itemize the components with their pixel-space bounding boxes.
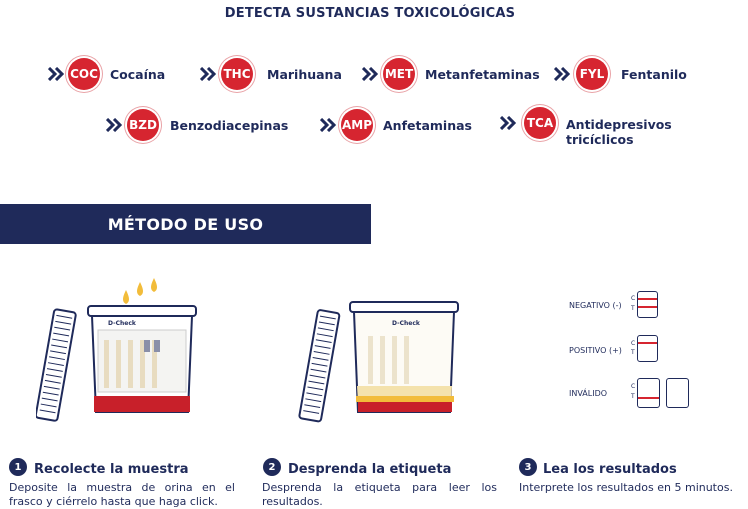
- chevron: [106, 118, 122, 132]
- result-strip: [637, 291, 658, 318]
- substance-code: BZD: [127, 109, 159, 141]
- substance-code: FYL: [576, 58, 608, 90]
- step-description: Deposite la muestra de orina en el frasc…: [9, 481, 235, 508]
- result-label: INVÁLIDO: [569, 389, 608, 398]
- step-title: Recolecte la muestra: [34, 462, 189, 477]
- test-letter: T: [631, 349, 635, 356]
- result-label: POSITIVO (+): [569, 346, 622, 355]
- substance-name: Cocaína: [110, 67, 166, 82]
- result-label: NEGATIVO (-): [569, 301, 622, 310]
- step-title: Desprenda la etiqueta: [288, 462, 452, 477]
- section-banner: MÉTODO DE USO: [0, 204, 371, 244]
- test-letter: T: [631, 393, 635, 400]
- control-letter: C: [631, 340, 636, 347]
- cup-brand: D-Check: [392, 320, 420, 327]
- substance-code: TCA: [524, 107, 556, 139]
- title: DETECTA SUSTANCIAS TOXICOLÓGICAS: [224, 6, 516, 21]
- substance-code: THC: [221, 58, 253, 90]
- result-strip: [666, 378, 689, 408]
- step-title: Lea los resultados: [543, 462, 677, 477]
- step-number: 3: [519, 458, 537, 476]
- step-number: 1: [9, 458, 27, 476]
- cup-brand: D-Check: [108, 320, 136, 327]
- control-letter: C: [631, 383, 636, 390]
- chevron: [500, 116, 516, 130]
- result-strip: [637, 335, 658, 362]
- control-letter: C: [631, 295, 636, 302]
- step-description: Desprenda la etiqueta para leer los resu…: [262, 481, 497, 508]
- substance-code: COC: [68, 58, 100, 90]
- step-number: 2: [263, 458, 281, 476]
- chevron: [554, 67, 570, 81]
- cup-illustration: [298, 301, 459, 423]
- substance-name: Anfetaminas: [383, 118, 472, 133]
- step-description: Interprete los resultados en 5 minutos.: [519, 481, 733, 494]
- substance-name: Metanfetaminas: [425, 67, 540, 82]
- chevron: [362, 67, 378, 81]
- substance-name: Marihuana: [267, 67, 342, 82]
- chevron: [320, 118, 336, 132]
- result-strip: [637, 378, 660, 408]
- substance-name: Fentanilo: [621, 67, 687, 82]
- substance-name: Antidepresivos tricíclicos: [566, 117, 672, 147]
- test-letter: T: [631, 305, 635, 312]
- substance-code: AMP: [341, 109, 373, 141]
- chevron: [200, 67, 216, 81]
- cup-illustration: [36, 278, 197, 422]
- substance-name: Benzodiacepinas: [170, 118, 289, 133]
- substance-code: MET: [383, 58, 415, 90]
- chevron: [48, 67, 64, 81]
